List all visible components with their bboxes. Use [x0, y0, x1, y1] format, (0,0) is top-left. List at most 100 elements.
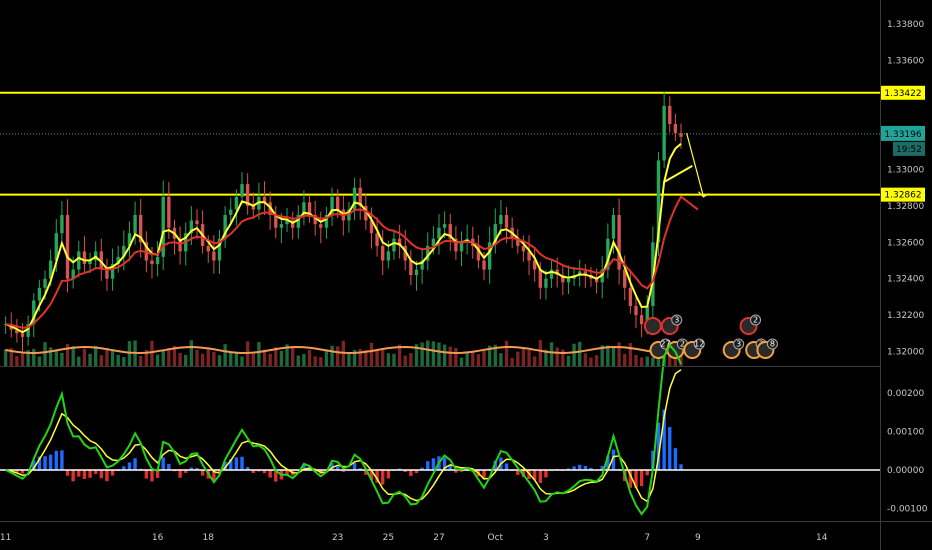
volume-bar	[476, 354, 481, 366]
candle[interactable]	[217, 229, 222, 274]
candle[interactable]	[358, 178, 362, 220]
candle[interactable]	[617, 198, 621, 285]
candle[interactable]	[487, 226, 492, 284]
candle[interactable]	[178, 226, 182, 265]
candle[interactable]	[229, 197, 233, 226]
event-marker[interactable]: 2	[739, 314, 762, 335]
candle[interactable]	[634, 295, 638, 328]
histogram-bar	[200, 470, 205, 476]
candle[interactable]	[245, 173, 250, 215]
candle[interactable]	[532, 247, 537, 282]
candle[interactable]	[302, 190, 306, 226]
candle[interactable]	[296, 205, 300, 239]
candle[interactable]	[234, 189, 239, 226]
candle[interactable]	[161, 180, 165, 270]
histogram-bar	[673, 448, 678, 470]
candle[interactable]	[639, 307, 644, 338]
last-price-tag	[881, 125, 925, 141]
event-marker[interactable]	[643, 317, 662, 335]
candle[interactable]	[139, 198, 143, 258]
candle[interactable]	[290, 211, 295, 240]
candle[interactable]	[375, 217, 379, 257]
candle[interactable]	[274, 206, 278, 239]
candle[interactable]	[544, 269, 548, 300]
candle[interactable]	[448, 213, 452, 252]
candle[interactable]	[611, 207, 616, 254]
event-marker[interactable]: 3	[660, 314, 683, 335]
event-marker[interactable]: 3	[722, 338, 745, 359]
candle[interactable]	[414, 260, 419, 291]
candle[interactable]	[437, 214, 441, 255]
candle[interactable]	[606, 223, 610, 279]
candle[interactable]	[262, 181, 267, 216]
volume-bar	[234, 351, 239, 366]
candle[interactable]	[15, 319, 19, 343]
candle[interactable]	[77, 240, 81, 278]
volume-bar	[155, 354, 160, 366]
candle[interactable]	[82, 236, 87, 273]
candle[interactable]	[426, 232, 430, 271]
histogram-bar	[386, 470, 391, 479]
candle[interactable]	[578, 259, 582, 287]
candle[interactable]	[26, 315, 30, 346]
candle[interactable]	[65, 199, 70, 293]
candle[interactable]	[88, 252, 92, 274]
candle[interactable]	[319, 211, 323, 244]
candle[interactable]	[516, 229, 520, 254]
event-marker[interactable]: 27	[649, 338, 671, 359]
price-tick-label: 1.32200	[887, 311, 924, 321]
candle[interactable]	[583, 264, 588, 288]
candle[interactable]	[409, 250, 413, 286]
candle[interactable]	[60, 201, 64, 244]
candle[interactable]	[459, 231, 464, 267]
event-marker[interactable]: 12	[683, 338, 705, 359]
time-tick-label: 11	[0, 533, 11, 543]
volume-bar	[313, 356, 317, 366]
projection-arrow-line[interactable]	[686, 133, 705, 197]
candle[interactable]	[105, 258, 109, 291]
candle-body	[668, 105, 672, 125]
candle[interactable]	[212, 235, 216, 274]
candle[interactable]	[32, 293, 36, 338]
candle[interactable]	[330, 187, 334, 226]
oscillator-axis[interactable]: 0.00200 0.00100 0.00000 -0.00100	[887, 389, 928, 514]
candle[interactable]	[324, 206, 329, 239]
candle-body	[623, 269, 627, 288]
price-pane[interactable]: 3227212338	[0, 91, 880, 366]
candle[interactable]	[155, 241, 160, 277]
candle-body	[26, 324, 30, 337]
candle-body	[245, 184, 250, 206]
candle[interactable]	[133, 201, 137, 245]
event-marker[interactable]: 8	[756, 338, 778, 359]
candle[interactable]	[397, 224, 402, 259]
candle[interactable]	[223, 206, 227, 248]
candle[interactable]	[420, 247, 424, 285]
candle[interactable]	[476, 235, 481, 269]
candle[interactable]	[195, 209, 199, 240]
candle[interactable]	[521, 235, 526, 262]
oscillator-pane[interactable]	[0, 343, 880, 516]
candle[interactable]	[623, 255, 627, 301]
volume-bar	[279, 350, 284, 366]
candle[interactable]	[673, 113, 678, 141]
volume-bar	[454, 348, 458, 366]
candle[interactable]	[352, 177, 357, 220]
candle[interactable]	[566, 265, 571, 295]
candle[interactable]	[392, 229, 396, 260]
candle[interactable]	[493, 208, 497, 254]
candle[interactable]	[527, 235, 531, 276]
candle[interactable]	[662, 92, 666, 168]
time-axis[interactable]: 11 16 18 23 25 27 Oct 3 7 9 14	[0, 533, 828, 543]
candle[interactable]	[628, 272, 633, 314]
candle[interactable]	[99, 238, 103, 281]
candle[interactable]	[127, 221, 132, 262]
candle[interactable]	[307, 194, 312, 223]
candle-body	[628, 287, 633, 306]
candle[interactable]	[668, 96, 672, 133]
candle[interactable]	[549, 259, 554, 289]
candle[interactable]	[240, 172, 244, 205]
candle[interactable]	[381, 230, 385, 276]
candle[interactable]	[561, 265, 565, 295]
price-axis[interactable]: 1.33422 1.32862 1.33800 1.33600 1.33000 1.328…	[881, 20, 925, 357]
